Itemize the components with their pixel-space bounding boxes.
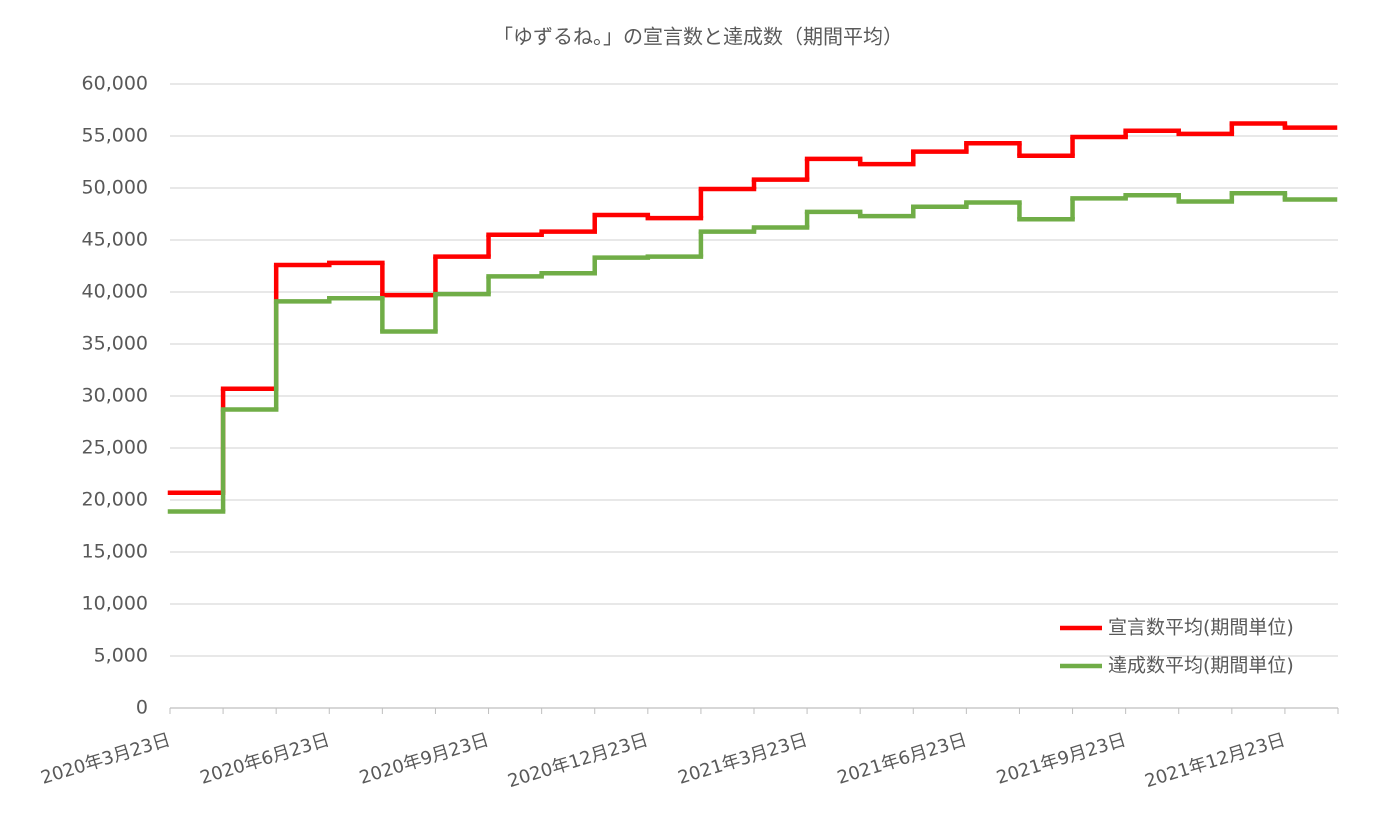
x-tick-label: 2021年9月23日: [994, 729, 1128, 788]
y-tick-label: 45,000: [82, 229, 148, 251]
chart-title: 「ゆずるね。」の宣言数と達成数（期間平均）: [493, 25, 903, 49]
legend-label: 宣言数平均(期間単位): [1108, 617, 1294, 639]
y-tick-label: 60,000: [82, 73, 148, 95]
x-tick-label: 2020年9月23日: [357, 729, 491, 788]
legend-label: 達成数平均(期間単位): [1108, 655, 1294, 677]
y-tick-label: 40,000: [82, 281, 148, 303]
x-tick-label: 2021年3月23日: [676, 729, 810, 788]
y-tick-label: 50,000: [82, 177, 148, 199]
y-tick-label: 55,000: [82, 125, 148, 147]
y-tick-label: 10,000: [82, 593, 148, 615]
y-tick-label: 0: [136, 697, 148, 719]
y-tick-label: 15,000: [82, 541, 148, 563]
y-tick-label: 30,000: [82, 385, 148, 407]
x-tick-label: 2021年12月23日: [1142, 729, 1287, 792]
x-tick-label: 2020年12月23日: [505, 729, 650, 792]
x-tick-label: 2021年6月23日: [835, 729, 969, 788]
y-tick-label: 5,000: [94, 645, 148, 667]
y-tick-label: 20,000: [82, 489, 148, 511]
y-tick-label: 25,000: [82, 437, 148, 459]
x-tick-label: 2020年3月23日: [38, 729, 172, 788]
y-tick-label: 35,000: [82, 333, 148, 355]
x-tick-label: 2020年6月23日: [198, 729, 332, 788]
